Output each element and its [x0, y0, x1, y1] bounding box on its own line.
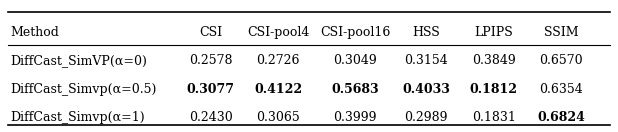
- Text: HSS: HSS: [412, 26, 440, 39]
- Text: 0.1831: 0.1831: [472, 111, 515, 124]
- Text: 0.2726: 0.2726: [256, 54, 300, 67]
- Text: LPIPS: LPIPS: [474, 26, 513, 39]
- Text: Method: Method: [11, 26, 59, 39]
- Text: 0.4033: 0.4033: [402, 83, 450, 96]
- Text: 0.4122: 0.4122: [254, 83, 302, 96]
- Text: SSIM: SSIM: [544, 26, 578, 39]
- Text: CSI: CSI: [199, 26, 222, 39]
- Text: 0.3849: 0.3849: [472, 54, 515, 67]
- Text: CSI-pool4: CSI-pool4: [247, 26, 310, 39]
- Text: 0.6824: 0.6824: [537, 111, 585, 124]
- Text: CSI-pool16: CSI-pool16: [320, 26, 391, 39]
- Text: DiffCast_Simvp(α=0.5): DiffCast_Simvp(α=0.5): [11, 83, 157, 96]
- Text: 0.2430: 0.2430: [188, 111, 232, 124]
- Text: DiffCast_Simvp(α=1): DiffCast_Simvp(α=1): [11, 111, 145, 124]
- Text: 0.3999: 0.3999: [333, 111, 377, 124]
- Text: 0.2989: 0.2989: [404, 111, 447, 124]
- Text: 0.1812: 0.1812: [470, 83, 517, 96]
- Text: 0.6570: 0.6570: [540, 54, 583, 67]
- Text: 0.3065: 0.3065: [256, 111, 300, 124]
- Text: DiffCast_SimVP(α=0): DiffCast_SimVP(α=0): [11, 54, 148, 67]
- Text: 0.2578: 0.2578: [189, 54, 232, 67]
- Text: 0.5683: 0.5683: [331, 83, 379, 96]
- Text: 0.3154: 0.3154: [404, 54, 448, 67]
- Text: 0.6354: 0.6354: [540, 83, 583, 96]
- Text: 0.3077: 0.3077: [187, 83, 235, 96]
- Text: 0.3049: 0.3049: [333, 54, 377, 67]
